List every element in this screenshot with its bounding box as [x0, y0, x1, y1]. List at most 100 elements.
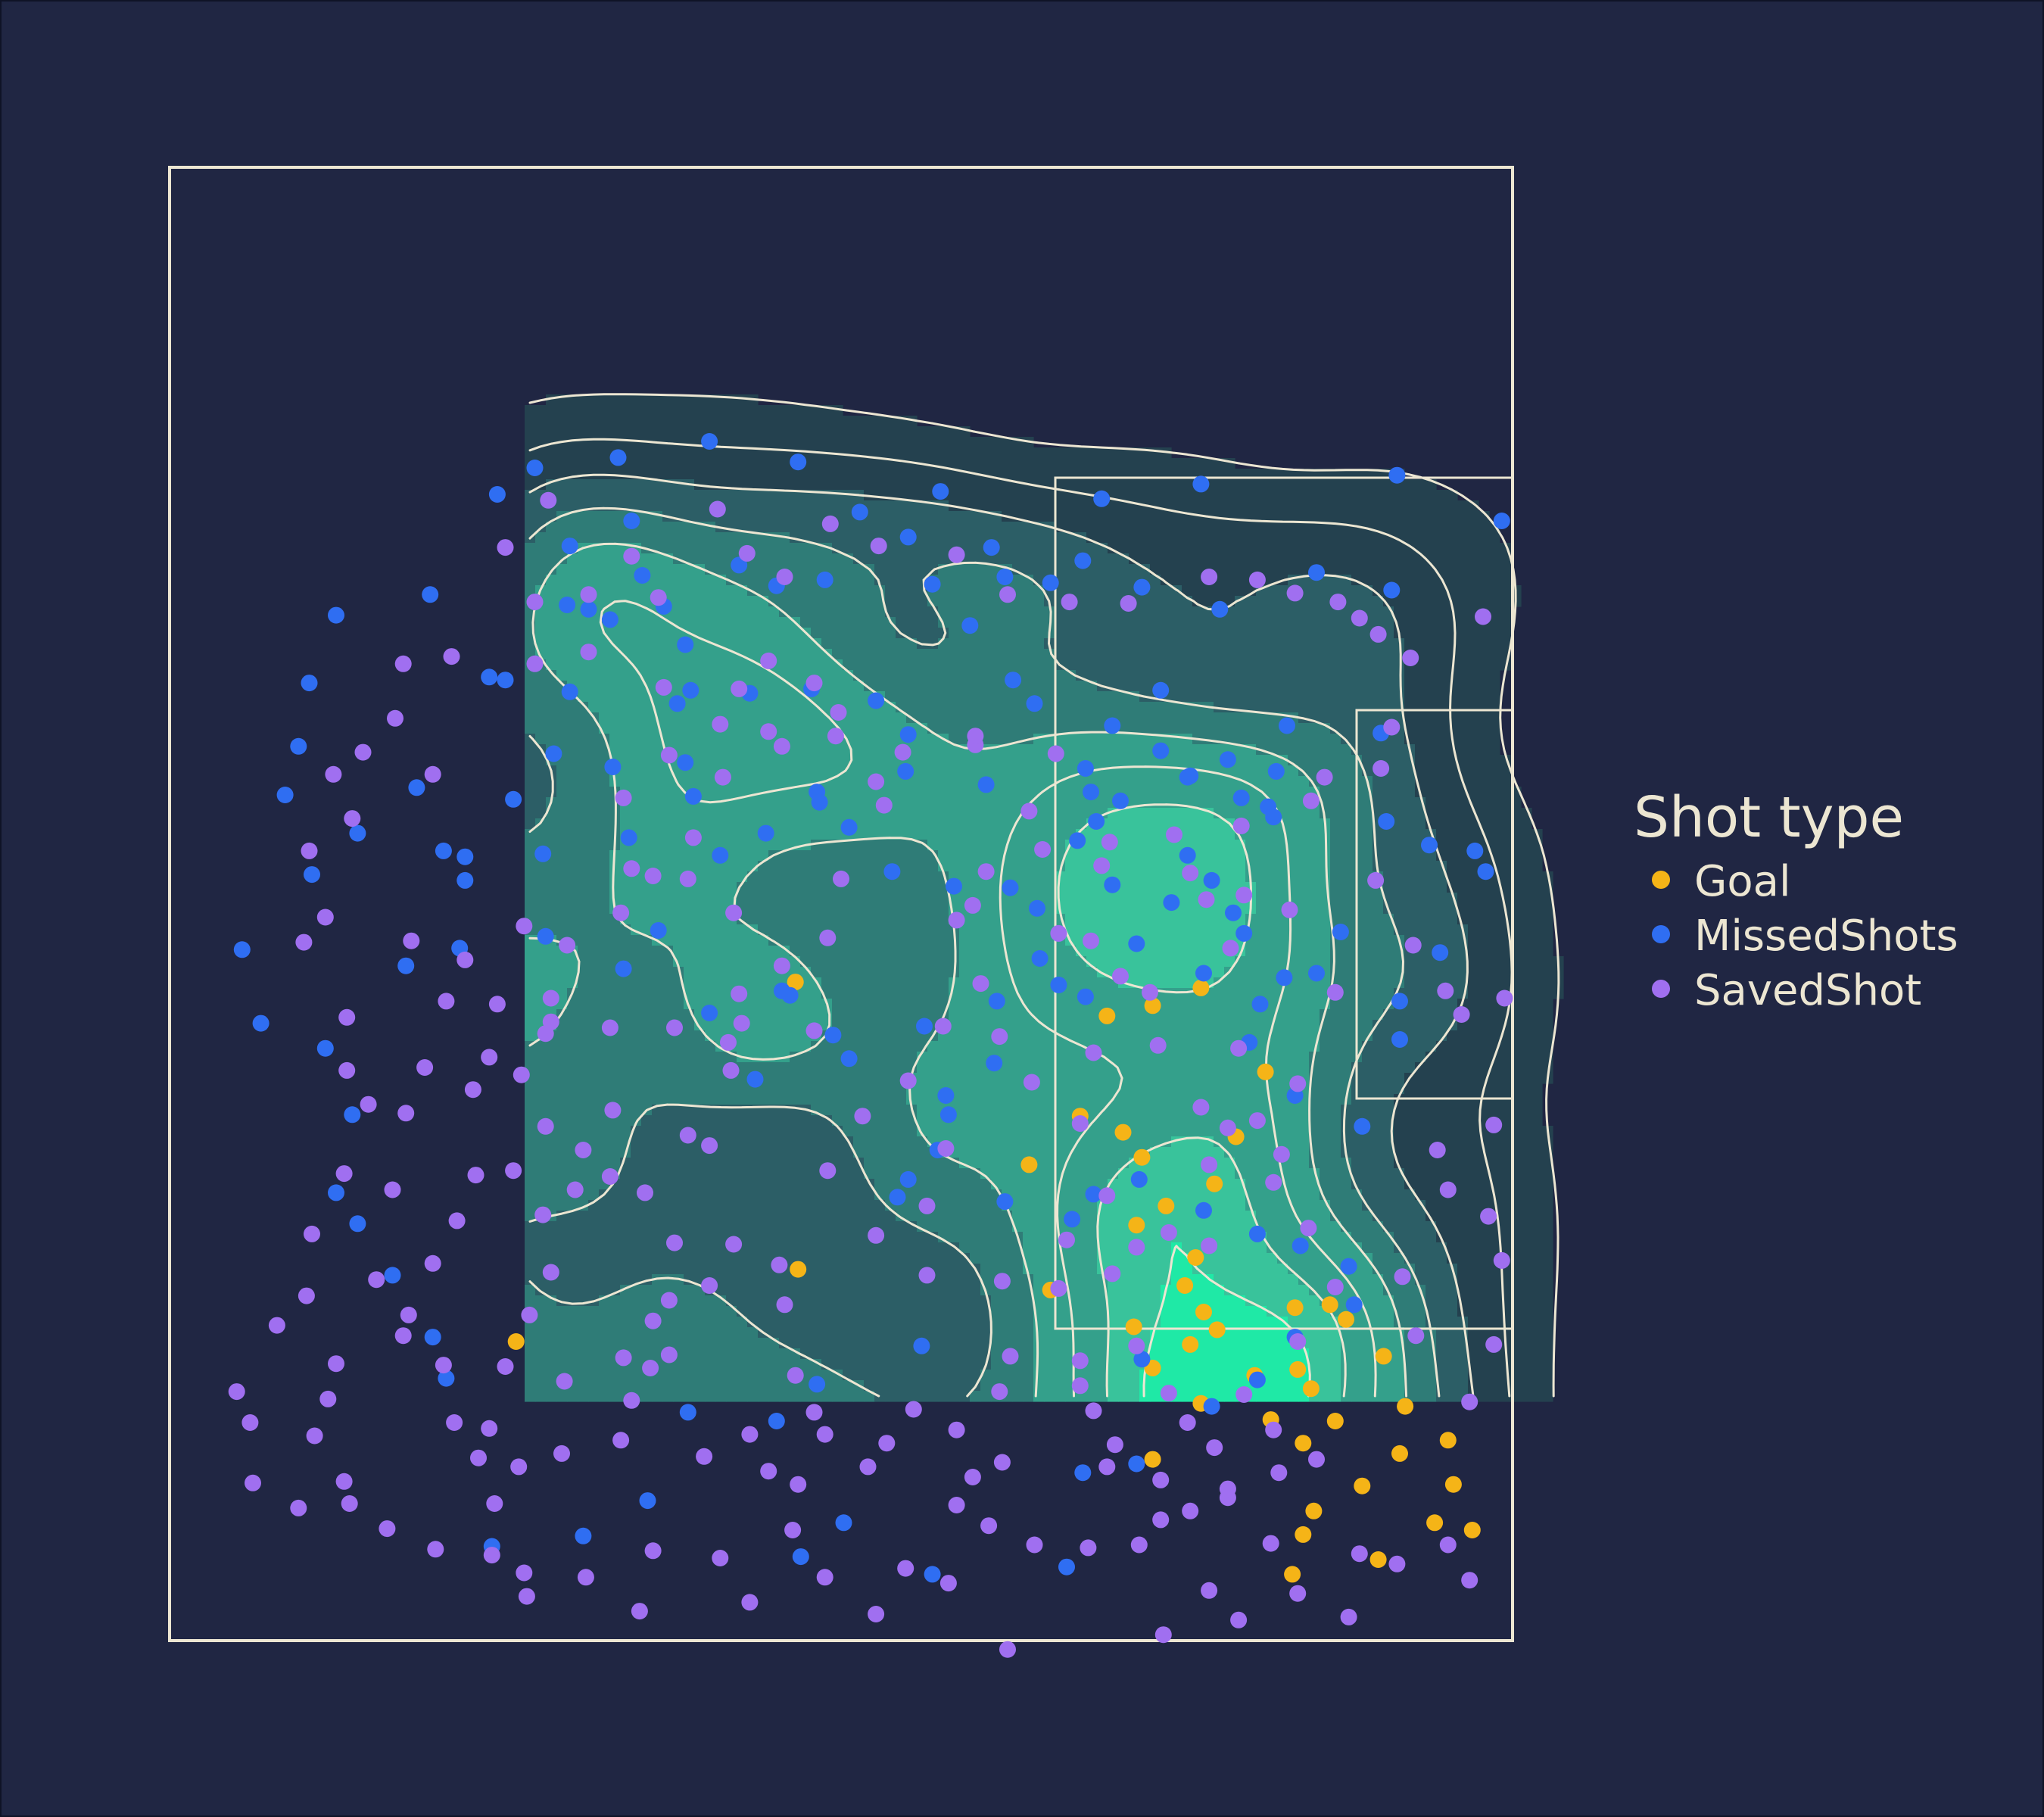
density-cell — [758, 437, 769, 448]
density-cell — [715, 924, 727, 936]
density-cell — [567, 500, 578, 512]
density-cell — [917, 924, 928, 936]
density-cell — [1044, 532, 1055, 544]
density-cell — [1118, 532, 1129, 544]
density-cell — [1277, 691, 1288, 703]
density-cell — [800, 829, 812, 840]
density-cell — [1341, 882, 1352, 893]
density-cell — [906, 575, 918, 586]
density-cell — [715, 458, 727, 469]
density-cell — [970, 829, 981, 840]
density-cell — [1521, 871, 1532, 883]
density-cell — [1468, 585, 1479, 597]
density-cell — [843, 649, 854, 660]
density-cell — [1341, 765, 1352, 777]
density-cell — [1298, 649, 1310, 660]
density-cell — [927, 511, 939, 522]
density-cell — [885, 712, 896, 724]
density-cell — [1150, 797, 1161, 809]
density-cell — [567, 776, 578, 787]
density-cell — [1033, 564, 1045, 575]
density-cell — [652, 500, 663, 512]
density-cell — [843, 935, 854, 946]
density-cell — [1320, 522, 1331, 533]
density-cell — [1161, 776, 1172, 787]
density-cell — [525, 903, 536, 915]
density-cell — [1341, 702, 1352, 713]
density-cell — [631, 956, 642, 968]
density-cell — [535, 702, 547, 713]
density-cell — [588, 522, 600, 533]
density-cell — [980, 638, 992, 650]
density-cell — [1362, 659, 1373, 671]
density-cell — [1330, 882, 1341, 893]
density-cell — [546, 405, 557, 416]
density-cell — [1426, 511, 1437, 522]
density-cell — [874, 935, 886, 946]
density-cell — [1129, 850, 1140, 862]
density-cell — [1214, 670, 1225, 681]
density-cell — [949, 946, 960, 957]
density-cell — [609, 405, 621, 416]
density-cell — [1023, 840, 1034, 851]
density-cell — [609, 564, 621, 575]
density-cell — [1298, 924, 1310, 936]
density-cell — [578, 532, 589, 544]
density-cell — [1023, 447, 1034, 459]
density-cell — [578, 723, 589, 734]
density-cell — [1108, 702, 1119, 713]
density-cell — [673, 903, 684, 915]
density-cell — [1171, 500, 1182, 512]
density-cell — [1415, 681, 1426, 692]
density-cell — [790, 649, 801, 660]
density-cell — [800, 564, 812, 575]
density-cell — [1468, 543, 1479, 554]
density-cell — [1065, 734, 1077, 745]
density-cell — [1161, 956, 1172, 968]
density-cell — [991, 606, 1002, 618]
density-cell — [1468, 956, 1479, 968]
density-cell — [874, 437, 886, 448]
density-cell — [811, 755, 822, 766]
density-cell — [1044, 553, 1055, 565]
density-cell — [1002, 606, 1013, 618]
density-cell — [1394, 787, 1405, 798]
density-cell — [1415, 861, 1426, 872]
density-cell — [1108, 511, 1119, 522]
density-cell — [737, 416, 748, 427]
density-cell — [991, 967, 1002, 978]
density-cell — [641, 447, 653, 459]
density-cell — [694, 924, 706, 936]
density-cell — [938, 765, 949, 777]
density-cell — [790, 871, 801, 883]
density-cell — [535, 861, 547, 872]
density-cell — [673, 596, 684, 607]
density-cell — [779, 405, 790, 416]
density-cell — [1044, 797, 1055, 809]
density-cell — [874, 893, 886, 904]
density-cell — [1394, 797, 1405, 809]
density-cell — [917, 765, 928, 777]
density-cell — [885, 447, 896, 459]
density-cell — [790, 850, 801, 862]
density-cell — [1277, 702, 1288, 713]
density-cell — [800, 426, 812, 438]
density-cell — [1012, 956, 1024, 968]
density-cell — [885, 543, 896, 554]
density-cell — [599, 712, 610, 724]
density-cell — [599, 797, 610, 809]
density-cell — [896, 946, 907, 957]
density-cell — [980, 437, 992, 448]
density-cell — [1426, 914, 1437, 925]
density-cell — [885, 776, 896, 787]
density-cell — [980, 755, 992, 766]
density-cell — [864, 617, 875, 628]
density-cell — [1182, 988, 1193, 999]
density-cell — [1245, 681, 1257, 692]
density-cell — [652, 893, 663, 904]
density-cell — [684, 532, 695, 544]
density-cell — [673, 988, 684, 999]
density-cell — [906, 479, 918, 491]
density-cell — [673, 405, 684, 416]
density-cell — [896, 511, 907, 522]
